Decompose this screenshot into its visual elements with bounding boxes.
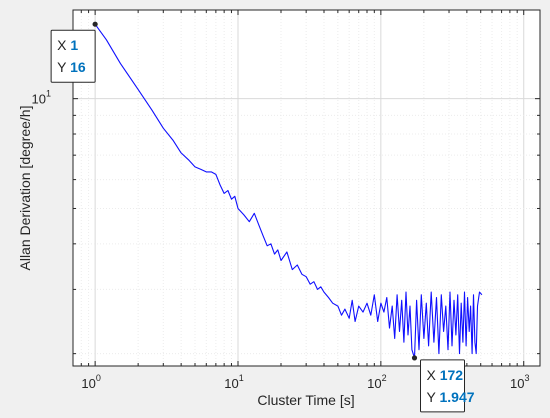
datatip-y-row: Y 16 <box>57 59 86 75</box>
y-axis-label: Allan Derivation [degree/h] <box>17 106 33 271</box>
datatip-box <box>50 29 96 83</box>
datatip: X 172 Y 1.947 <box>411 355 475 413</box>
datatip-y-row: Y 1.947 <box>427 389 475 405</box>
datatips: X 1 Y 16 X 172 Y 1.947 <box>50 21 475 413</box>
x-axis-label: Cluster Time [s] <box>257 392 354 408</box>
x-tick-label: 100 <box>81 373 100 391</box>
x-tick-label: 101 <box>224 373 243 391</box>
allan-deviation-series-line <box>94 23 483 359</box>
datatip-x-row: X 172 <box>427 367 464 383</box>
datatip-box <box>420 359 466 413</box>
datatip: X 1 Y 16 <box>50 21 98 83</box>
grid <box>72 10 540 366</box>
datatip-marker <box>411 355 418 361</box>
axis-ticks: 100 101 102 103 101 <box>32 10 540 391</box>
x-tick-label: 102 <box>367 373 386 391</box>
datatip-x-row: X 1 <box>57 37 78 53</box>
x-tick-label: 103 <box>510 373 529 391</box>
y-tick-label: 101 <box>32 89 51 107</box>
series <box>94 23 483 359</box>
datatip-marker <box>92 21 98 27</box>
